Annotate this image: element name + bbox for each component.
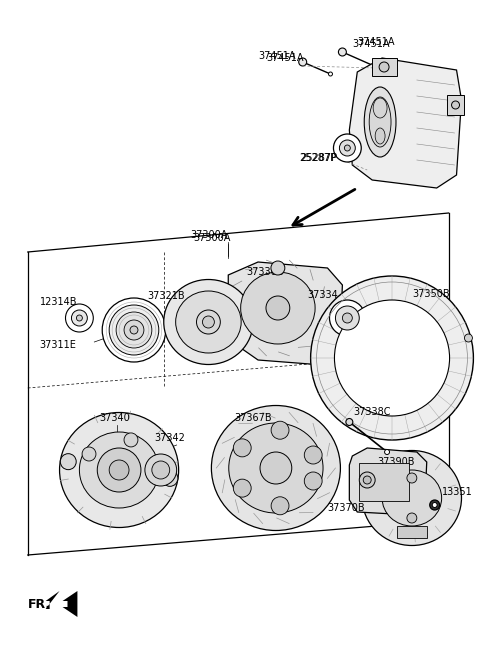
Circle shape [336,306,359,330]
Bar [446,95,465,115]
Text: 25287P: 25287P [300,153,338,163]
Ellipse shape [240,272,315,344]
Circle shape [124,320,144,340]
Text: 13351: 13351 [442,487,472,497]
Text: 37338C: 37338C [353,407,391,417]
Bar [372,58,397,76]
Bar [359,463,409,501]
Circle shape [329,300,365,336]
Circle shape [363,476,371,484]
Polygon shape [62,591,77,617]
Circle shape [72,310,87,326]
Ellipse shape [164,279,253,365]
Circle shape [109,305,159,355]
Circle shape [407,473,417,483]
Circle shape [359,472,375,488]
Text: 37451A: 37451A [266,53,303,63]
Circle shape [97,448,141,492]
Ellipse shape [60,413,179,527]
Circle shape [266,296,290,320]
Circle shape [145,454,177,486]
Text: 37321B: 37321B [147,291,184,301]
Text: 37451A: 37451A [357,37,395,47]
Text: 37311E: 37311E [40,340,77,350]
Circle shape [342,313,352,323]
Text: 37300A: 37300A [191,230,228,240]
Circle shape [299,58,307,66]
Circle shape [311,276,473,440]
Circle shape [304,472,322,490]
Text: 37350B: 37350B [412,289,449,299]
Text: 37367B: 37367B [234,413,272,423]
Circle shape [346,419,353,426]
Text: FR.: FR. [28,598,51,611]
Ellipse shape [373,98,387,118]
Polygon shape [349,448,427,515]
Ellipse shape [369,97,391,147]
Circle shape [344,145,350,151]
Text: 37330D: 37330D [246,267,285,277]
Polygon shape [46,591,60,609]
Bar [397,526,427,538]
Circle shape [152,461,170,479]
Ellipse shape [211,405,340,531]
Text: 37300A: 37300A [193,233,231,243]
Text: 37451A: 37451A [258,51,296,61]
Circle shape [328,72,333,76]
Circle shape [334,134,361,162]
Circle shape [76,315,83,321]
Circle shape [162,470,178,486]
Text: 25287P: 25287P [300,153,337,163]
Circle shape [116,312,152,348]
Text: 37390B: 37390B [377,457,415,467]
Ellipse shape [375,128,385,144]
Circle shape [271,261,285,275]
Circle shape [233,479,251,497]
Circle shape [102,298,166,362]
Circle shape [432,502,437,508]
Circle shape [196,310,220,334]
Text: 37340: 37340 [99,413,130,423]
Circle shape [82,447,96,461]
Ellipse shape [362,451,461,546]
Circle shape [260,452,292,484]
Ellipse shape [229,423,323,513]
Ellipse shape [382,470,442,526]
Circle shape [233,439,251,457]
Circle shape [271,421,289,440]
Circle shape [372,64,376,68]
Text: 37342: 37342 [154,433,185,443]
Circle shape [60,454,76,470]
Text: 12314B: 12314B [40,297,77,307]
Circle shape [130,326,138,334]
Circle shape [65,304,93,332]
Circle shape [384,449,390,455]
Polygon shape [228,262,342,365]
Text: 37334: 37334 [308,290,338,300]
Text: 37370B: 37370B [327,503,365,513]
Circle shape [465,334,472,342]
Circle shape [407,513,417,523]
Circle shape [338,48,347,56]
Circle shape [304,446,322,464]
Polygon shape [349,58,461,188]
Circle shape [379,62,389,72]
Circle shape [430,500,440,510]
Circle shape [335,300,450,416]
Circle shape [452,101,459,109]
Circle shape [109,460,129,480]
Circle shape [271,497,289,515]
Circle shape [339,140,355,156]
Circle shape [203,316,215,328]
Circle shape [124,433,138,447]
Ellipse shape [364,87,396,157]
Ellipse shape [79,432,159,508]
Text: 37451A: 37451A [352,39,390,49]
Ellipse shape [176,291,241,353]
